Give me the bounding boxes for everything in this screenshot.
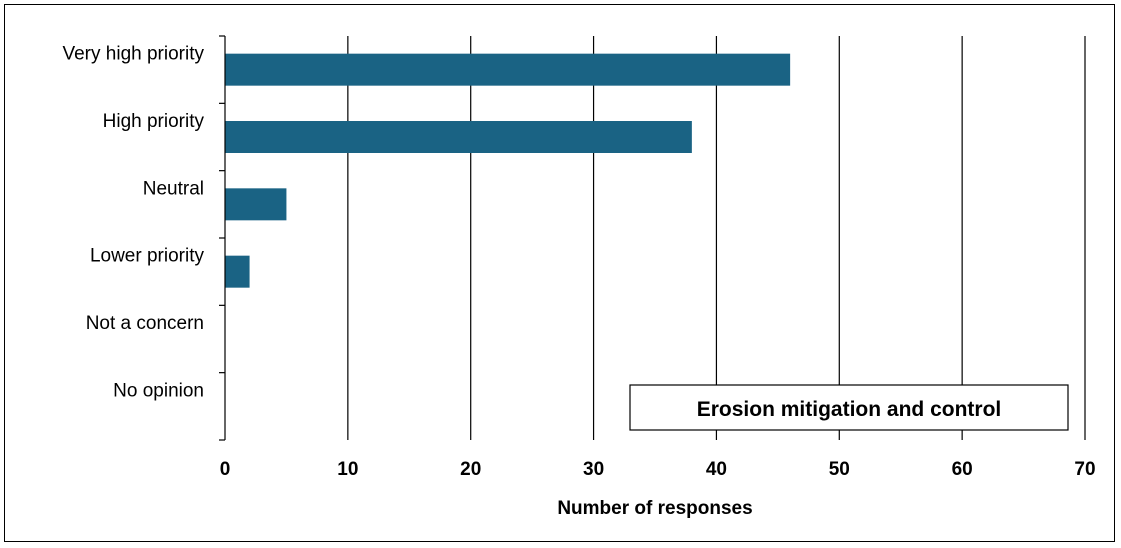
labels: 0 10 20 30 40 50 60 70 Very high priority High pr…	[62, 44, 1095, 480]
bars	[225, 53, 791, 288]
x-tick-label-70: 70	[1074, 459, 1095, 480]
y-category-label: Very high priority	[62, 44, 204, 65]
y-category-label: Not a concern	[86, 313, 204, 334]
x-tick-label-60: 60	[952, 459, 973, 480]
chart-frame	[4, 4, 1115, 542]
y-category-label: No opinion	[113, 380, 204, 401]
x-tick-label-50: 50	[829, 459, 850, 480]
x-tick-label-40: 40	[706, 459, 727, 480]
bar-high-priority	[225, 121, 692, 153]
bar-lower-priority	[225, 255, 250, 288]
axes	[219, 35, 226, 441]
x-axis-title: Number of responses	[557, 498, 752, 519]
bar-neutral	[225, 188, 287, 221]
x-tick-label-10: 10	[337, 459, 358, 480]
chart-title: Erosion mitigation and control	[697, 398, 1002, 421]
x-tick-label-30: 30	[583, 459, 604, 480]
y-category-label: High priority	[103, 111, 205, 132]
chart-title-box: Erosion mitigation and control	[629, 384, 1069, 431]
y-category-label: Neutral	[143, 178, 204, 199]
y-category-label: Lower priority	[90, 246, 205, 267]
x-tick-label-0: 0	[220, 459, 231, 480]
bar-very-high-priority	[225, 53, 791, 86]
gridlines	[347, 36, 1086, 440]
x-tick-label-20: 20	[460, 459, 481, 480]
